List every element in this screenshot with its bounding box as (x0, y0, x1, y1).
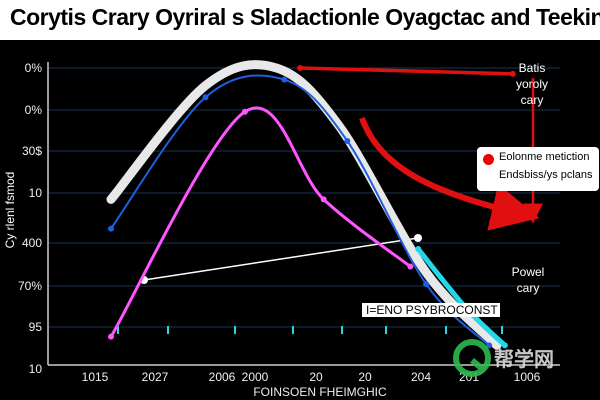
annotation-cary-bottom: cary (517, 281, 540, 295)
series-5-point-1 (415, 246, 422, 253)
legend-entry-1: Eolonme metiction (499, 151, 590, 163)
red-curved-arrow (359, 117, 540, 231)
series-3-point-3 (320, 196, 327, 203)
annotation-powel: Powel (512, 265, 545, 279)
secondary-line (143, 237, 419, 281)
series-2-point-6 (486, 342, 493, 349)
y-tick-label: 30$ (22, 144, 42, 158)
legend-marker (483, 154, 494, 165)
x-tick-label: 2027 (142, 370, 169, 384)
annotation-psybroconst: I=ENO PSYBROCONST (366, 303, 498, 317)
series-2-point-3 (281, 76, 288, 83)
y-tick-label: 0% (25, 61, 43, 75)
y-tick-label: 70% (18, 279, 42, 293)
series-2-point-4 (344, 138, 351, 144)
legend: Eolonme metiction Endsbiss/ys pclans (477, 147, 599, 191)
x-tick-label: 2006 (209, 370, 236, 384)
title-bar: Corytis Crary Oyriral s Sladactionle Oya… (0, 0, 600, 40)
series-2-point-1 (108, 225, 115, 232)
series-line-3 (109, 106, 412, 339)
annotation-box (362, 303, 500, 317)
series-1-point-1 (107, 195, 115, 203)
x-tick-label: 1006 (514, 370, 541, 384)
annotation-yoroly: yoroly (516, 77, 548, 91)
series-3-point-4 (407, 263, 414, 270)
y-tick-label: 0% (25, 103, 43, 117)
grid (48, 67, 560, 328)
y-axis-label: Cy rlenl fsmod (3, 172, 17, 249)
series-1-point-2 (202, 82, 210, 90)
x-axis-label: FOINSOEN FHEIMGHIC (253, 385, 387, 399)
series-1-point-5 (422, 268, 430, 276)
x-tick-label: 204 (411, 370, 431, 384)
series-line-4 (298, 66, 515, 76)
series-2-point-2 (202, 94, 209, 101)
watermark-logo: 帮学网 (453, 339, 554, 377)
chart-title: Corytis Crary Oyriral s Sladactionle Oya… (10, 4, 600, 30)
legend-entry-2: Endsbiss/ys pclans (499, 169, 593, 181)
annotation-cary-top: cary (521, 93, 544, 107)
y-tick-label: 10 (29, 186, 43, 200)
series-4-point-1 (297, 65, 304, 71)
series-1-point-6 (493, 341, 501, 349)
series-4-point-2 (509, 70, 516, 77)
x-tick-label: 1015 (82, 370, 109, 384)
y-tick-label: 95 (29, 320, 43, 334)
series-3-point-2 (241, 108, 248, 115)
y-ticks: 0% 0% 30$ 10 400 70% 95 10 (18, 61, 42, 376)
x-tick-label: 20 (358, 370, 372, 384)
secondary-point-end (414, 234, 422, 242)
baseline-ticks (117, 326, 503, 334)
series-line-1 (106, 60, 502, 350)
y-tick-label: 10 (29, 362, 43, 376)
watermark-text: 帮学网 (494, 347, 554, 371)
series-2-point-5 (423, 281, 430, 288)
series-3-point-1 (108, 333, 115, 340)
watermark-icon (453, 339, 491, 377)
x-tick-label: 20 (309, 370, 323, 384)
x-tick-label: 2000 (242, 370, 269, 384)
series-layer (106, 60, 516, 350)
annotation-batis: Batis (519, 61, 546, 75)
series-5-point-3 (501, 342, 508, 349)
series-1-point-3 (272, 64, 280, 72)
y-tick-label: 400 (22, 236, 42, 250)
